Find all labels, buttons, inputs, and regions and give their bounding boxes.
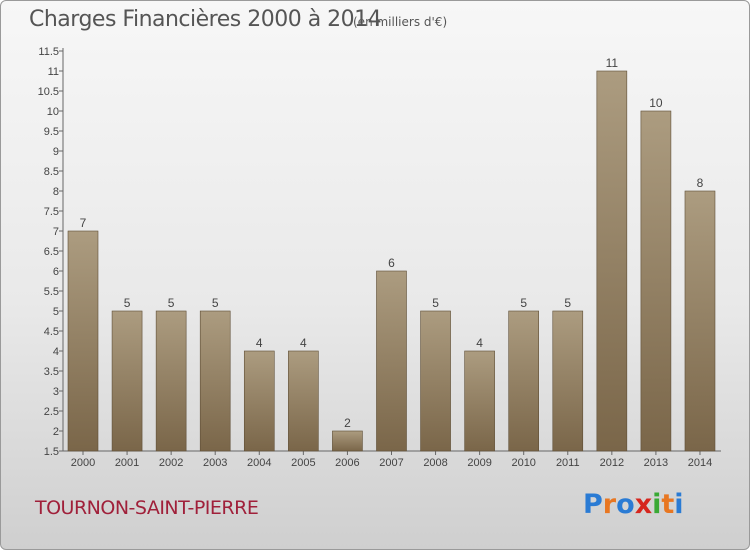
- y-tick-label: 7: [53, 226, 59, 238]
- logo-letter: P: [583, 489, 603, 520]
- y-tick-label: 6.5: [44, 246, 59, 258]
- y-tick-label: 7.5: [44, 206, 59, 218]
- bar[interactable]: [332, 430, 363, 452]
- bar-value-label: 7: [80, 216, 87, 230]
- x-tick-label: 2014: [688, 457, 712, 469]
- bar-value-label: 10: [649, 96, 663, 110]
- bar[interactable]: [596, 70, 628, 452]
- logo-letter: o: [616, 489, 635, 520]
- y-tick-label: 4: [53, 346, 59, 358]
- y-tick-label: 10.5: [38, 86, 59, 98]
- bar[interactable]: [199, 310, 231, 452]
- chart-subtitle: (en milliers d'€): [353, 15, 448, 29]
- x-tick-label: 2012: [600, 457, 624, 469]
- x-tick-label: 2009: [467, 457, 491, 469]
- bar-value-label: 5: [432, 296, 439, 310]
- x-tick-label: 2007: [379, 457, 403, 469]
- bar[interactable]: [420, 310, 451, 452]
- y-tick-label: 2: [53, 426, 59, 438]
- bar-value-label: 8: [697, 176, 704, 190]
- chart-bars: [67, 70, 716, 452]
- bar-value-label: 11: [606, 56, 619, 70]
- bar-value-label: 2: [344, 416, 351, 430]
- x-tick-label: 2003: [203, 457, 227, 469]
- y-tick-label: 9: [53, 146, 59, 158]
- y-tick-label: 3.5: [44, 366, 59, 378]
- bar-value-label: 5: [212, 296, 219, 310]
- bar-value-label: 4: [300, 336, 307, 350]
- bar[interactable]: [155, 310, 187, 452]
- bar-value-label: 5: [124, 296, 131, 310]
- bar-value-label: 5: [168, 296, 175, 310]
- y-tick-label: 10: [47, 106, 59, 118]
- logo-letter: t: [661, 489, 675, 520]
- y-tick-label: 3: [53, 386, 59, 398]
- bar[interactable]: [243, 350, 275, 452]
- y-tick-label: 1.5: [44, 446, 59, 458]
- chart-title: Charges Financières 2000 à 2014: [29, 7, 382, 32]
- x-tick-label: 2000: [71, 457, 95, 469]
- x-tick-label: 2005: [291, 457, 315, 469]
- x-tick-label: 2004: [247, 457, 271, 469]
- y-tick-label: 6: [53, 266, 59, 278]
- bar-value-label: 5: [564, 296, 571, 310]
- bar[interactable]: [288, 350, 319, 452]
- logo-letter: i: [674, 489, 684, 520]
- x-tick-label: 2013: [644, 457, 668, 469]
- x-tick-label: 2010: [511, 457, 535, 469]
- x-tick-label: 2006: [335, 457, 359, 469]
- x-tick-label: 2002: [159, 457, 183, 469]
- chart-axes: 1.5 2 2.5 3 3.5 4 4.5 5 5.5 6 6.5 7 7.5 8 8.5 9 9.5 10 10.…: [38, 46, 721, 469]
- y-tick-label: 8.5: [44, 166, 59, 178]
- bar[interactable]: [508, 310, 540, 452]
- y-tick-label: 8: [53, 186, 59, 198]
- logo-letter: x: [634, 489, 653, 520]
- y-tick-label: 11: [48, 66, 59, 78]
- bar[interactable]: [111, 310, 143, 452]
- y-tick-label: 5: [53, 306, 59, 318]
- logo-letter: i: [652, 489, 662, 520]
- y-tick-label: 9.5: [44, 126, 59, 138]
- chart-labels: 7 5 5 5 4 4 2 6 5 4 5 5 11 10 8: [80, 56, 704, 430]
- bar-value-label: 6: [388, 256, 395, 270]
- bar[interactable]: [464, 350, 495, 452]
- bar-value-label: 4: [256, 336, 263, 350]
- y-tick-label: 11.5: [38, 46, 59, 58]
- bar[interactable]: [684, 190, 716, 452]
- y-tick-label: 2.5: [44, 406, 59, 418]
- y-tick-label: 4.5: [44, 326, 59, 338]
- bar-value-label: 4: [476, 336, 483, 350]
- y-tick-label: 5.5: [44, 286, 59, 298]
- bar[interactable]: [552, 310, 584, 452]
- bar[interactable]: [376, 270, 407, 452]
- bar[interactable]: [640, 110, 672, 452]
- x-tick-label: 2001: [115, 457, 139, 469]
- x-tick-label: 2011: [556, 457, 580, 469]
- commune-name: TOURNON-SAINT-PIERRE: [35, 497, 259, 519]
- bar[interactable]: [67, 230, 99, 452]
- proxiti-logo[interactable]: Proxiti: [583, 489, 684, 520]
- logo-letter: r: [602, 489, 617, 520]
- bar-value-label: 5: [520, 296, 527, 310]
- x-tick-label: 2008: [423, 457, 447, 469]
